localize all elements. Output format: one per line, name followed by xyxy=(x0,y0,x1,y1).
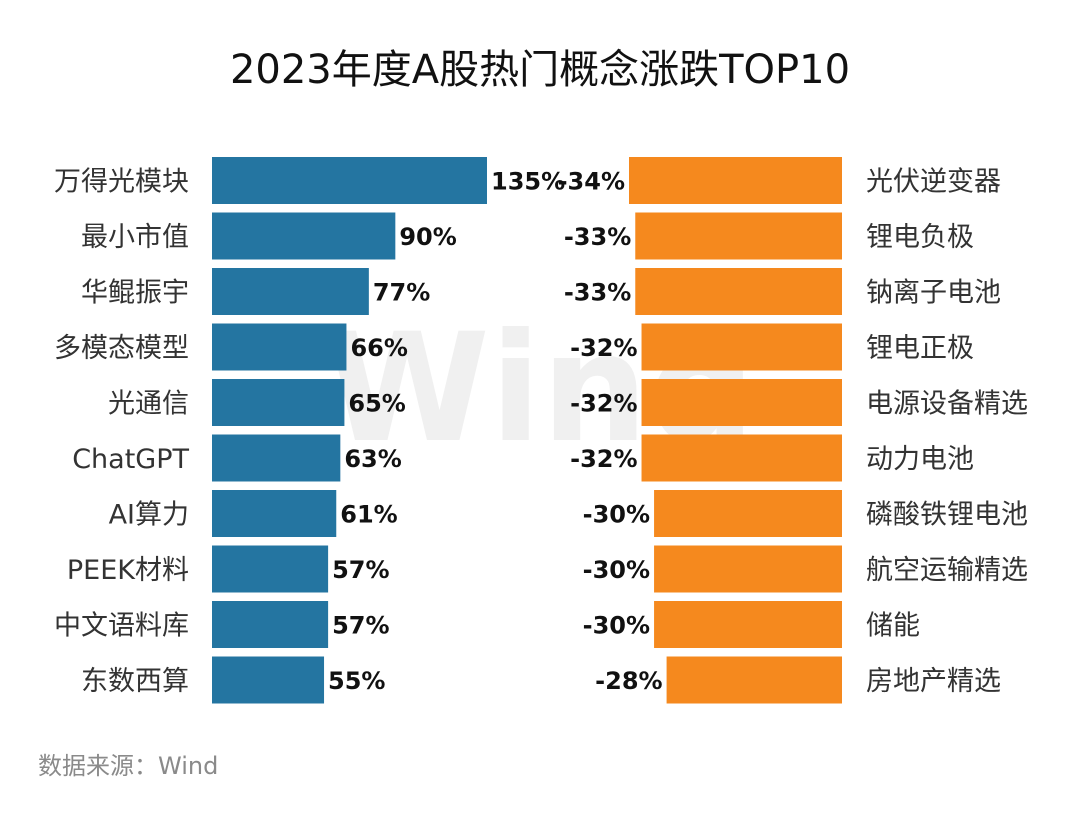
loser-category-label: 锂电负极 xyxy=(866,222,974,253)
gainer-value-label: 63% xyxy=(344,445,401,473)
loser-value-label: -32% xyxy=(570,445,637,473)
loser-category-label: 光伏逆变器 xyxy=(866,167,1001,198)
loser-bar xyxy=(666,656,842,704)
gainer-category-label: 光通信 xyxy=(108,389,189,420)
losers-series: 光伏逆变器 -34% 锂电负极 -33% 钠离子电池 -33% 锂电正极 -32% 电源设备精选… xyxy=(558,157,1028,704)
gainer-value-label: 77% xyxy=(373,279,430,307)
loser-category-label: 锂电正极 xyxy=(866,333,974,364)
gainer-bar xyxy=(212,656,325,704)
gainer-bar xyxy=(212,323,347,371)
gainer-value-label: 66% xyxy=(350,334,407,362)
gainer-category-label: ChatGPT xyxy=(72,444,189,475)
loser-bar xyxy=(641,434,842,482)
gainer-bar xyxy=(212,490,337,537)
gainer-value-label: 57% xyxy=(332,612,389,640)
loser-value-label: -33% xyxy=(564,279,631,307)
loser-bar xyxy=(654,545,842,593)
chart-title: 2023年度A股热门概念涨跌TOP10 xyxy=(230,47,850,93)
loser-value-label: -32% xyxy=(570,334,637,362)
gainer-value-label: 90% xyxy=(399,223,456,251)
gainer-bar xyxy=(212,157,487,204)
loser-value-label: -32% xyxy=(570,390,637,418)
loser-category-label: 磷酸铁锂电池 xyxy=(866,500,1028,531)
loser-bar xyxy=(654,601,842,648)
loser-bar xyxy=(654,490,842,537)
gainer-bar xyxy=(212,268,369,315)
gainer-category-label: PEEK材料 xyxy=(67,555,189,586)
loser-category-label: 动力电池 xyxy=(866,444,974,475)
loser-category-label: 航空运输精选 xyxy=(866,555,1028,586)
gainer-category-label: 东数西算 xyxy=(81,666,189,697)
loser-value-label: -28% xyxy=(595,667,662,695)
loser-value-label: -34% xyxy=(558,168,625,196)
loser-value-label: -30% xyxy=(583,556,650,584)
gainers-series: 万得光模块 135% 最小市值 90% 华鲲振宇 77% 多模态模型 66% 光通信 65% Cha… xyxy=(54,157,565,704)
source-note: 数据来源：Wind xyxy=(38,752,218,780)
gainer-category-label: 中文语料库 xyxy=(54,611,189,642)
gainer-value-label: 65% xyxy=(348,390,405,418)
gainer-category-label: AI算力 xyxy=(109,500,189,531)
loser-bar xyxy=(635,212,842,260)
gainer-bar xyxy=(212,601,329,648)
loser-value-label: -30% xyxy=(583,501,650,529)
loser-category-label: 储能 xyxy=(866,611,920,642)
gainer-category-label: 华鲲振宇 xyxy=(81,278,189,309)
gainer-value-label: 57% xyxy=(332,556,389,584)
loser-bar xyxy=(641,379,842,426)
gainer-category-label: 多模态模型 xyxy=(54,333,189,364)
loser-category-label: 房地产精选 xyxy=(866,666,1001,697)
gainer-value-label: 55% xyxy=(328,667,385,695)
loser-category-label: 电源设备精选 xyxy=(866,389,1028,420)
loser-bar xyxy=(629,157,842,204)
gainer-category-label: 最小市值 xyxy=(81,222,189,253)
gainer-bar xyxy=(212,545,329,593)
gainer-value-label: 61% xyxy=(340,501,397,529)
gainer-bar xyxy=(212,434,341,482)
loser-value-label: -33% xyxy=(564,223,631,251)
gainer-bar xyxy=(212,212,396,260)
loser-bar xyxy=(635,268,842,315)
gainer-bar xyxy=(212,379,345,426)
loser-bar xyxy=(641,323,842,371)
loser-value-label: -30% xyxy=(583,612,650,640)
gainer-value-label: 135% xyxy=(491,168,565,196)
loser-category-label: 钠离子电池 xyxy=(866,278,1001,309)
gainer-category-label: 万得光模块 xyxy=(54,167,189,198)
